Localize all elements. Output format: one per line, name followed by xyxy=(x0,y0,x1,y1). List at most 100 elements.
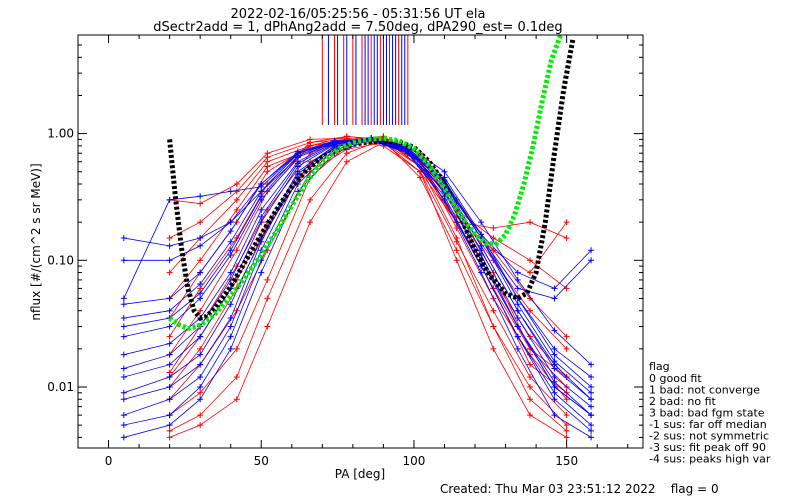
series-line xyxy=(123,137,592,388)
data-point xyxy=(264,295,271,302)
series-line xyxy=(123,138,592,432)
series-line xyxy=(169,137,567,394)
data-point xyxy=(233,247,240,254)
data-point xyxy=(166,307,173,314)
series-16 xyxy=(120,137,595,429)
data-point xyxy=(563,333,570,340)
data-point xyxy=(258,193,265,200)
data-point xyxy=(197,280,204,287)
data-point xyxy=(120,323,127,330)
series-27 xyxy=(120,135,595,396)
data-point xyxy=(307,219,314,226)
series-line xyxy=(123,140,592,426)
data-point xyxy=(227,345,234,352)
data-point xyxy=(227,228,234,235)
legend: flag 0 good fit 1 bad: not converge 2 ba… xyxy=(649,360,771,466)
data-point xyxy=(588,396,595,403)
data-point xyxy=(227,301,234,308)
data-point xyxy=(120,257,127,264)
data-point xyxy=(197,412,204,419)
data-point xyxy=(264,323,271,330)
fit-curve-1 xyxy=(168,34,563,332)
data-point xyxy=(197,242,204,249)
y-axis-label: nflux [#/(cm^2 s sr MeV)] xyxy=(29,163,43,320)
data-point xyxy=(307,196,314,203)
data-point xyxy=(166,351,173,358)
data-point xyxy=(227,247,234,254)
data-point xyxy=(453,257,460,264)
data-point xyxy=(563,345,570,352)
data-point xyxy=(166,242,173,249)
data-point xyxy=(197,295,204,302)
data-point xyxy=(166,269,173,276)
data-point xyxy=(563,396,570,403)
data-point xyxy=(227,188,234,195)
data-point xyxy=(527,307,533,314)
data-point xyxy=(227,238,234,245)
data-point xyxy=(120,315,127,322)
data-point xyxy=(588,361,595,368)
data-point xyxy=(343,158,350,165)
legend-item: -4 sus: peaks high var xyxy=(649,453,771,466)
data-point xyxy=(490,323,497,330)
data-point xyxy=(120,434,127,441)
data-point xyxy=(551,345,558,352)
data-point xyxy=(197,290,204,297)
data-point xyxy=(197,361,204,368)
data-point xyxy=(197,219,204,226)
data-point xyxy=(197,389,204,396)
data-point xyxy=(120,422,127,429)
data-point xyxy=(514,345,521,352)
x-tick-label: 0 xyxy=(105,454,113,468)
legend-item: 2 bad: no fit xyxy=(649,395,717,408)
data-point xyxy=(166,361,173,368)
data-point xyxy=(197,373,204,380)
data-point xyxy=(166,422,173,429)
series-line xyxy=(123,138,592,416)
series-line xyxy=(123,138,592,407)
data-point xyxy=(588,412,595,419)
data-point xyxy=(120,412,127,419)
x-tick-label: 100 xyxy=(402,454,425,468)
data-series-layer xyxy=(120,133,595,441)
data-point xyxy=(197,269,204,276)
data-point xyxy=(197,345,204,352)
data-point xyxy=(563,434,570,441)
data-point xyxy=(258,269,265,276)
legend-item: 1 bad: not converge xyxy=(649,384,760,397)
data-point xyxy=(563,412,570,419)
chart-subtitle: dSectr2add = 1, dPhAng2add = 7.50deg, dP… xyxy=(153,20,562,35)
data-point xyxy=(551,378,558,385)
chart-title: 2022-02-16/05:25:56 - 05:31:56 UT ela xyxy=(231,7,486,22)
data-point xyxy=(166,373,173,380)
data-point xyxy=(527,269,533,276)
data-point xyxy=(551,295,558,302)
series-4 xyxy=(166,135,570,396)
y-tick-label: 0.10 xyxy=(47,253,74,267)
data-point xyxy=(441,168,448,175)
data-point xyxy=(227,315,234,322)
legend-items: 0 good fit 1 bad: not converge 2 bad: no… xyxy=(649,372,771,466)
data-point xyxy=(551,285,558,292)
data-point xyxy=(514,333,521,340)
plot-frame xyxy=(77,34,644,449)
series-1 xyxy=(166,133,570,419)
series-18 xyxy=(120,135,595,390)
series-7 xyxy=(166,133,570,352)
data-point xyxy=(166,340,173,347)
data-point xyxy=(197,351,204,358)
series-line xyxy=(123,140,592,299)
data-point xyxy=(120,373,127,380)
data-point xyxy=(197,234,204,241)
data-point xyxy=(120,365,127,372)
data-point xyxy=(233,181,240,188)
data-point xyxy=(233,188,240,195)
data-point xyxy=(551,389,558,396)
data-point xyxy=(514,301,521,308)
data-point xyxy=(588,389,595,396)
data-point xyxy=(478,269,485,276)
data-point xyxy=(233,206,240,213)
data-point xyxy=(490,307,497,314)
footer-created-text: Created: Thu Mar 03 23:51:12 2022 flag =… xyxy=(440,482,719,496)
data-point xyxy=(514,323,521,330)
